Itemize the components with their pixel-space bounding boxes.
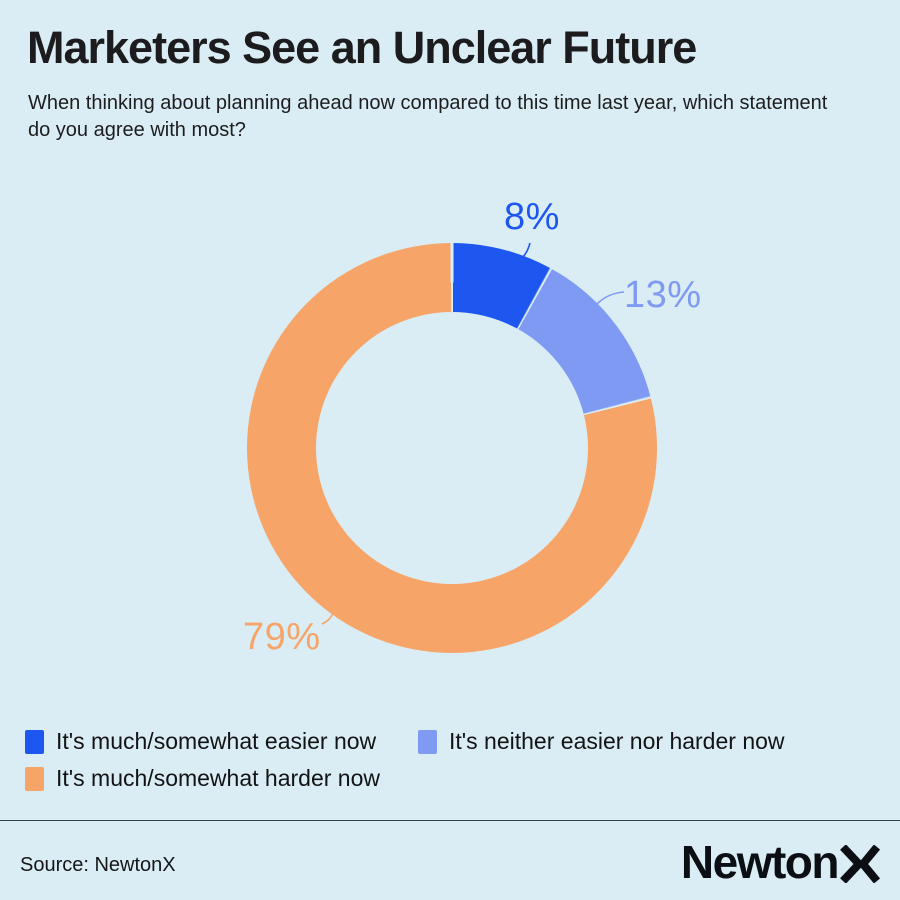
leader-line-harder — [321, 612, 334, 625]
legend-label-neither: It's neither easier nor harder now — [449, 728, 785, 754]
legend-swatch-neither — [418, 729, 437, 754]
logo-x-icon — [840, 845, 880, 883]
legend-item-neither: It's neither easier nor harder now — [418, 728, 785, 755]
legend-label-harder: It's much/somewhat harder now — [56, 765, 380, 791]
legend-swatch-harder — [25, 766, 44, 791]
slice-label-neither: 13% — [624, 274, 702, 316]
logo-wordmark: Newton — [680, 836, 840, 888]
legend-label-easier: It's much/somewhat easier now — [56, 728, 377, 754]
legend-item-harder: It's much/somewhat harder now — [25, 765, 380, 792]
legend-item-easier: It's much/somewhat easier now — [25, 728, 376, 755]
donut-chart-hole — [316, 312, 588, 584]
newtonx-logo: Newton — [681, 839, 880, 885]
legend-swatch-easier — [25, 729, 44, 754]
slice-label-harder: 79% — [243, 616, 321, 658]
slice-label-easier: 8% — [504, 196, 560, 238]
source-text: Source: NewtonX — [20, 854, 176, 876]
leader-line-neither — [596, 291, 625, 305]
page-title: Marketers See an Unclear Future — [27, 22, 697, 73]
page-subtitle: When thinking about planning ahead now c… — [28, 92, 828, 141]
footer-divider — [0, 820, 900, 821]
